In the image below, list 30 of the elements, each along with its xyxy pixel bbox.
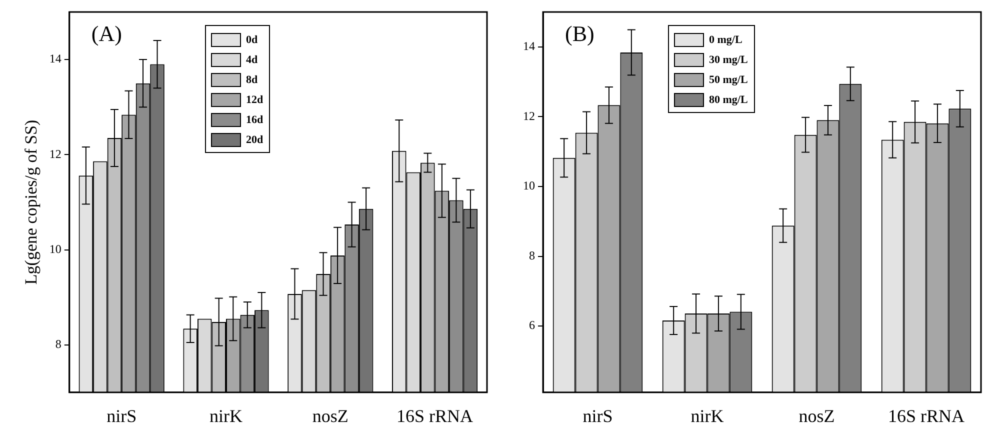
x-tick-label: nirS [106, 406, 137, 426]
legend-label: 12d [246, 94, 264, 106]
y-tick-label: 10 [49, 242, 62, 256]
y-tick-label: 8 [55, 337, 62, 352]
y-tick-label: 12 [49, 146, 62, 161]
annotation: (B) [565, 20, 594, 46]
x-tick-label: nirK [210, 406, 242, 426]
x-tick-label: nirS [582, 406, 613, 426]
legend-label: 80 mg/L [709, 94, 748, 106]
legend-label: 4d [246, 54, 258, 66]
legend-label: 0 mg/L [709, 34, 742, 46]
x-tick-label: 16S rRNA [888, 406, 965, 426]
legend-label: 0d [246, 34, 258, 46]
x-tick-label: nirK [690, 406, 724, 426]
x-tick-label: nosZ [312, 406, 348, 426]
legend-label: 20d [246, 134, 264, 146]
y-tick-label: 14 [49, 52, 62, 66]
y-tick-label: 8 [529, 248, 535, 262]
legend-label: 8d [246, 74, 258, 86]
legend-label: 16d [246, 114, 264, 126]
y-axis-title: Lg(gene copies/g of SS) [22, 120, 41, 285]
legend-label: 30 mg/L [709, 54, 748, 66]
x-tick-label: nosZ [798, 406, 835, 426]
y-tick-label: 14 [523, 39, 535, 54]
legend-label: 50 mg/L [709, 74, 748, 86]
x-tick-label: 16S rRNA [396, 406, 474, 426]
y-tick-label: 12 [523, 108, 535, 123]
y-tick-label: 10 [523, 178, 535, 193]
y-tick-label: 6 [529, 318, 535, 332]
annotation: (A) [91, 20, 122, 46]
